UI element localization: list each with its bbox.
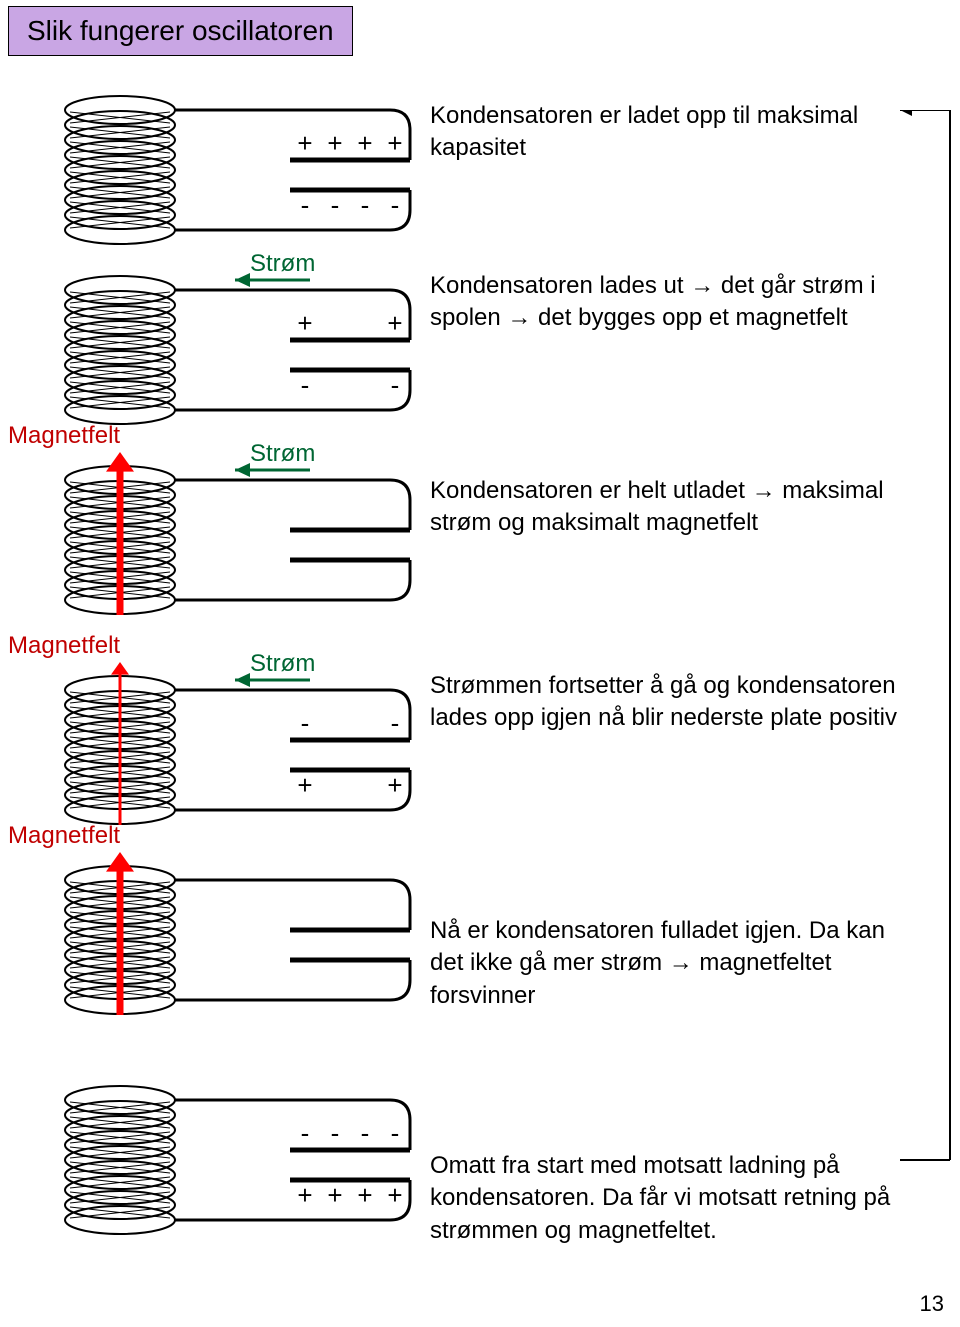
stage-description: Kondensatoren er ladet opp til maksimal … xyxy=(430,100,910,165)
svg-text:-: - xyxy=(391,370,400,400)
svg-text:-: - xyxy=(331,190,340,220)
lc-circuit: ----++++ xyxy=(60,1070,440,1250)
svg-text:-: - xyxy=(331,1118,340,1148)
page-title: Slik fungerer oscillatoren xyxy=(8,6,353,56)
svg-text:-: - xyxy=(301,1118,310,1148)
svg-text:-: - xyxy=(391,190,400,220)
svg-text:+: + xyxy=(357,128,372,158)
magnet-label: Magnetfelt xyxy=(8,632,120,660)
stage-description: Nå er kondensatoren fulladet igjen. Da k… xyxy=(430,915,910,1012)
stage-description: Strømmen fortsetter å gå og kondensatore… xyxy=(430,670,910,735)
stage-description: Omatt fra start med motsatt ladning på k… xyxy=(430,1150,910,1247)
svg-text:-: - xyxy=(391,1118,400,1148)
stage-description: Kondensatoren er helt utladet → maksimal… xyxy=(430,475,910,540)
lc-circuit: + + - - xyxy=(60,260,440,440)
svg-text:-: - xyxy=(361,190,370,220)
svg-text:+: + xyxy=(357,1180,372,1210)
lc-circuit: ++++---- xyxy=(60,80,440,260)
lc-circuit xyxy=(60,450,440,630)
magnet-label: Magnetfelt xyxy=(8,822,120,850)
svg-text:-: - xyxy=(361,1118,370,1148)
svg-text:+: + xyxy=(387,1180,402,1210)
svg-text:+: + xyxy=(327,1180,342,1210)
svg-text:+: + xyxy=(387,308,402,338)
magnet-label: Magnetfelt xyxy=(8,422,120,450)
current-label: Strøm xyxy=(250,650,315,678)
svg-text:+: + xyxy=(297,128,312,158)
return-arrow xyxy=(900,110,960,1170)
svg-text:+: + xyxy=(297,1180,312,1210)
svg-text:-: - xyxy=(301,708,310,738)
lc-circuit: - - + + xyxy=(60,660,440,840)
svg-text:+: + xyxy=(387,128,402,158)
stage-description: Kondensatoren lades ut → det går strøm i… xyxy=(430,270,910,335)
svg-text:+: + xyxy=(387,770,402,800)
current-label: Strøm xyxy=(250,440,315,468)
svg-text:-: - xyxy=(391,708,400,738)
svg-text:+: + xyxy=(297,308,312,338)
page-number: 13 xyxy=(920,1291,944,1317)
svg-text:+: + xyxy=(327,128,342,158)
lc-circuit xyxy=(60,850,440,1030)
svg-text:-: - xyxy=(301,370,310,400)
svg-text:+: + xyxy=(297,770,312,800)
svg-text:-: - xyxy=(301,190,310,220)
current-label: Strøm xyxy=(250,250,315,278)
